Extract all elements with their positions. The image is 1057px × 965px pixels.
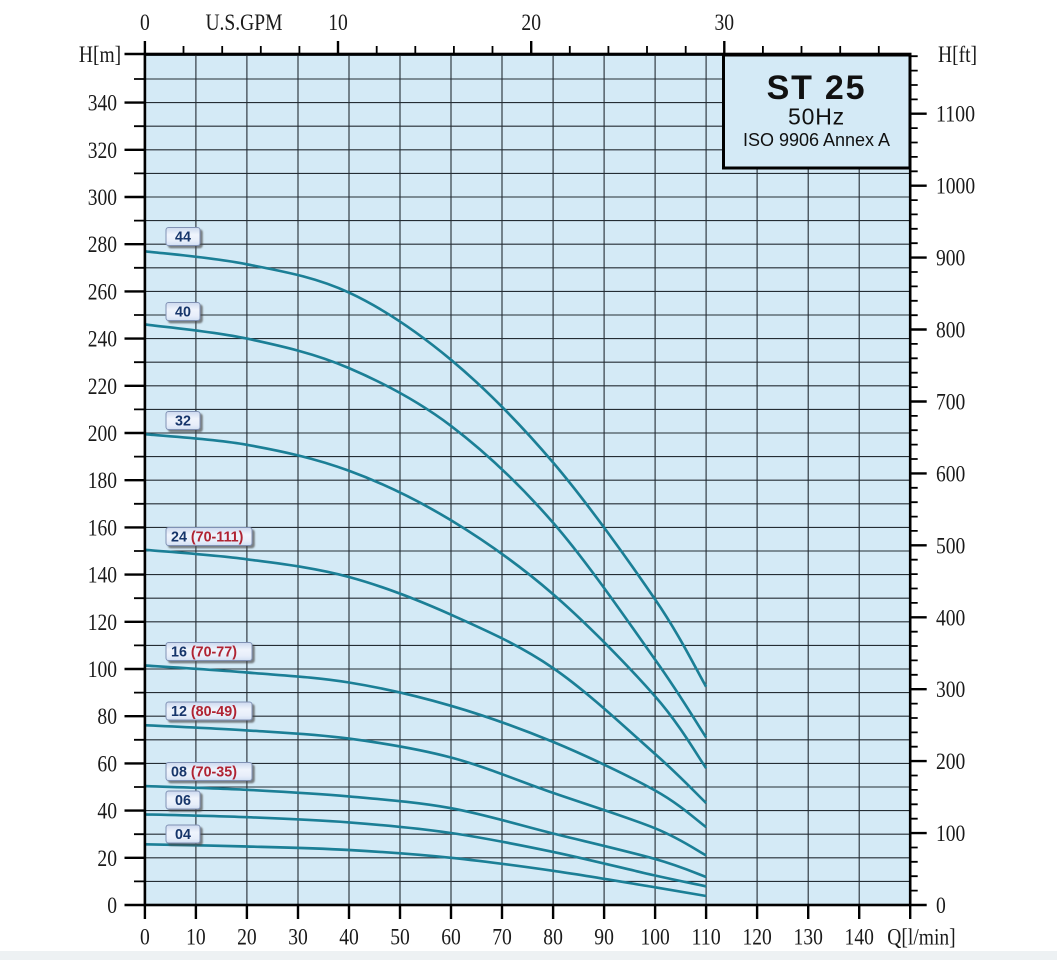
svg-text:140: 140 — [88, 563, 117, 588]
svg-text:10: 10 — [186, 925, 206, 950]
svg-text:280: 280 — [88, 232, 117, 257]
svg-text:U.S.GPM: U.S.GPM — [205, 10, 282, 35]
svg-text:500: 500 — [936, 533, 965, 558]
svg-text:06: 06 — [175, 793, 191, 809]
svg-text:120: 120 — [742, 925, 771, 950]
svg-text:0: 0 — [140, 925, 150, 950]
svg-text:0: 0 — [140, 10, 150, 35]
svg-text:80: 80 — [97, 704, 117, 729]
svg-text:40: 40 — [97, 799, 117, 824]
svg-text:100: 100 — [88, 657, 117, 682]
svg-text:60: 60 — [441, 925, 461, 950]
svg-text:140: 140 — [845, 925, 874, 950]
svg-text:340: 340 — [88, 91, 117, 116]
svg-text:80: 80 — [543, 925, 563, 950]
svg-text:400: 400 — [936, 605, 965, 630]
svg-text:100: 100 — [936, 821, 965, 846]
svg-text:12 (80-49): 12 (80-49) — [171, 704, 237, 720]
svg-text:04: 04 — [175, 827, 191, 843]
svg-text:50: 50 — [390, 925, 410, 950]
svg-text:300: 300 — [936, 677, 965, 702]
svg-text:160: 160 — [88, 515, 117, 540]
svg-text:120: 120 — [88, 610, 117, 635]
svg-text:200: 200 — [936, 749, 965, 774]
svg-text:180: 180 — [88, 468, 117, 493]
svg-text:0: 0 — [107, 893, 117, 918]
svg-text:30: 30 — [288, 925, 308, 950]
svg-text:40: 40 — [175, 305, 191, 321]
svg-text:20: 20 — [521, 10, 541, 35]
svg-text:220: 220 — [88, 374, 117, 399]
svg-text:16 (70-77): 16 (70-77) — [171, 645, 237, 661]
svg-text:600: 600 — [936, 461, 965, 486]
svg-text:70: 70 — [492, 925, 512, 950]
svg-text:200: 200 — [88, 421, 117, 446]
svg-text:300: 300 — [88, 185, 117, 210]
svg-text:H[m]: H[m] — [79, 42, 121, 67]
svg-text:40: 40 — [339, 925, 359, 950]
svg-text:320: 320 — [88, 138, 117, 163]
svg-text:20: 20 — [237, 925, 257, 950]
svg-text:ST 25: ST 25 — [767, 69, 867, 107]
svg-text:H[ft]: H[ft] — [938, 42, 977, 67]
svg-text:30: 30 — [715, 10, 735, 35]
svg-text:240: 240 — [88, 327, 117, 352]
svg-text:Q[l/min]: Q[l/min] — [887, 925, 955, 950]
svg-text:ISO 9906 Annex A: ISO 9906 Annex A — [743, 130, 890, 150]
svg-text:0: 0 — [936, 893, 946, 918]
svg-text:260: 260 — [88, 279, 117, 304]
svg-text:130: 130 — [794, 925, 823, 950]
svg-text:24 (70-111): 24 (70-111) — [171, 530, 244, 546]
svg-text:1100: 1100 — [936, 102, 975, 127]
svg-text:100: 100 — [640, 925, 669, 950]
svg-text:800: 800 — [936, 318, 965, 343]
svg-text:32: 32 — [175, 414, 191, 430]
svg-text:60: 60 — [97, 751, 117, 776]
svg-text:1000: 1000 — [936, 174, 975, 199]
svg-text:900: 900 — [936, 246, 965, 271]
svg-text:20: 20 — [97, 846, 117, 871]
svg-text:50Hz: 50Hz — [788, 104, 845, 130]
svg-text:700: 700 — [936, 390, 965, 415]
svg-text:110: 110 — [691, 925, 720, 950]
svg-text:90: 90 — [594, 925, 614, 950]
svg-text:08 (70-35): 08 (70-35) — [171, 765, 237, 781]
svg-text:10: 10 — [328, 10, 348, 35]
svg-text:44: 44 — [175, 230, 191, 246]
